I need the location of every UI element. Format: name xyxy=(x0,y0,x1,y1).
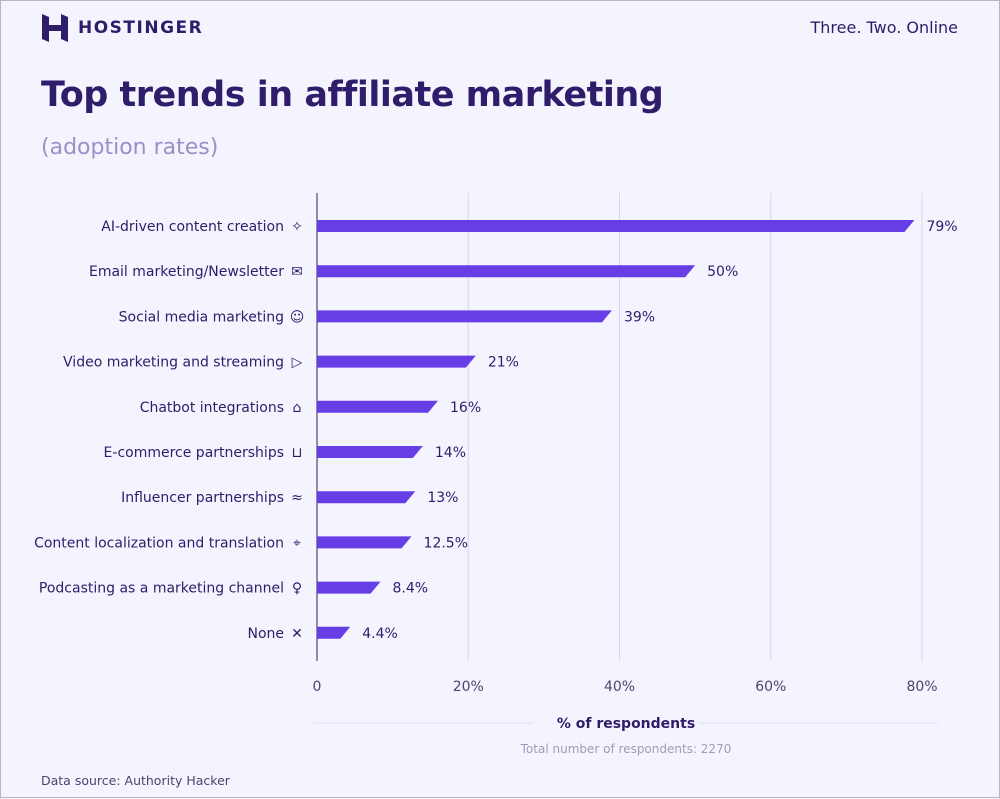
smiley-chat-icon: ☺ xyxy=(290,309,305,325)
x-tick-label: 20% xyxy=(453,679,484,695)
category-label: Video marketing and streaming xyxy=(63,355,284,371)
bar xyxy=(317,355,476,368)
microphone-icon: ♀ xyxy=(292,581,302,597)
robot-icon: ⌂ xyxy=(293,400,302,416)
brand-name: HOSTINGER xyxy=(78,18,204,38)
data-label: 39% xyxy=(624,309,655,325)
envelope-icon: ✉ xyxy=(291,264,303,280)
category-label: Chatbot integrations xyxy=(140,400,284,416)
category-label: Influencer partnerships xyxy=(121,490,284,506)
category-label: Podcasting as a marketing channel xyxy=(39,581,284,597)
bar xyxy=(317,446,423,458)
category-label: Email marketing/Newsletter xyxy=(89,264,284,280)
tagline: Three. Two. Online xyxy=(810,18,959,37)
chart-subtitle: (adoption rates) xyxy=(41,135,219,160)
category-label: AI-driven content creation xyxy=(101,219,284,235)
bar xyxy=(317,265,696,278)
category-label: Content localization and translation xyxy=(34,535,284,551)
bar xyxy=(317,220,915,232)
x-tick-label: 0 xyxy=(313,679,322,695)
respondents-note: Total number of respondents: 2270 xyxy=(520,742,732,756)
hostinger-logo: HOSTINGER xyxy=(42,14,203,42)
bar xyxy=(317,400,438,413)
bar xyxy=(317,310,612,323)
video-play-icon: ▷ xyxy=(292,355,303,371)
category-label: E-commerce partnerships xyxy=(104,445,284,461)
data-label: 13% xyxy=(427,490,458,506)
bar xyxy=(317,581,381,594)
x-axis-title: % of respondents xyxy=(557,716,695,732)
data-label: 14% xyxy=(435,445,466,461)
data-label: 79% xyxy=(926,219,957,235)
category-label: None xyxy=(247,626,284,642)
data-label: 50% xyxy=(707,264,738,280)
x-tick-label: 60% xyxy=(755,679,786,695)
handshake-icon: ≈ xyxy=(291,490,303,506)
x-tick-label: 40% xyxy=(604,679,635,695)
hostinger-h-icon xyxy=(42,14,68,42)
data-label: 12.5% xyxy=(424,535,468,551)
location-pin-icon: ⌖ xyxy=(293,535,301,551)
bar xyxy=(317,626,351,639)
close-x-icon: ✕ xyxy=(291,626,303,642)
bar xyxy=(317,536,412,549)
shopping-basket-icon: ⊔ xyxy=(292,445,303,461)
data-label: 21% xyxy=(488,355,519,371)
bar xyxy=(317,491,416,504)
category-label: Social media marketing xyxy=(119,309,284,325)
lightbulb-sparkle-icon: ✧ xyxy=(291,219,303,235)
data-source: Data source: Authority Hacker xyxy=(41,773,230,788)
x-tick-label: 80% xyxy=(906,679,937,695)
data-label: 16% xyxy=(450,400,481,416)
data-label: 4.4% xyxy=(362,626,398,642)
data-label: 8.4% xyxy=(393,581,429,597)
chart-title: Top trends in affiliate marketing xyxy=(41,75,664,115)
